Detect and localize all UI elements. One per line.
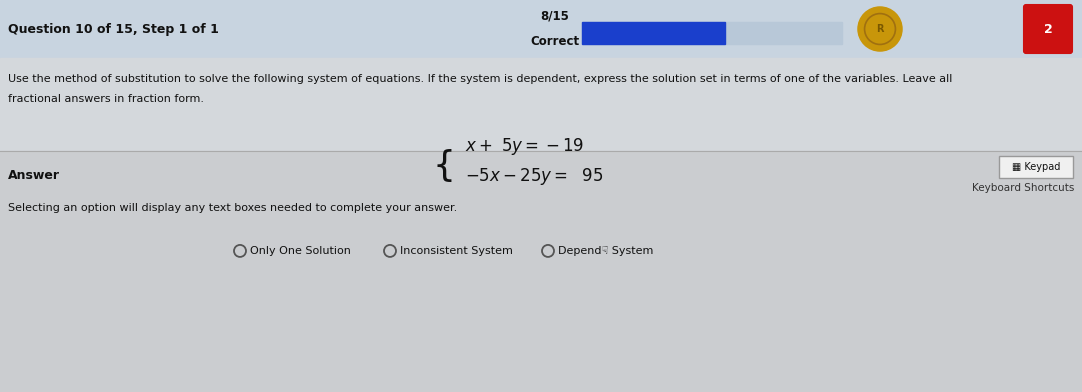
Text: Answer: Answer — [8, 169, 60, 182]
Text: Inconsistent System: Inconsistent System — [400, 246, 513, 256]
FancyBboxPatch shape — [999, 156, 1073, 178]
Text: Keyboard Shortcuts: Keyboard Shortcuts — [972, 183, 1074, 193]
Text: R: R — [876, 24, 884, 34]
Text: $-5x - 25y =\ \ 95$: $-5x - 25y =\ \ 95$ — [465, 165, 604, 187]
Text: Depend☟ System: Depend☟ System — [558, 246, 654, 256]
Text: Only One Solution: Only One Solution — [250, 246, 351, 256]
Text: 2: 2 — [1044, 22, 1053, 36]
Text: Question 10 of 15, Step 1 of 1: Question 10 of 15, Step 1 of 1 — [8, 22, 219, 36]
FancyBboxPatch shape — [1022, 4, 1073, 54]
Text: ▦ Keypad: ▦ Keypad — [1012, 162, 1060, 172]
Bar — [0, 58, 1082, 392]
Bar — [582, 22, 842, 44]
Bar — [0, 151, 1082, 392]
Text: $x+\ 5y = -19$: $x+\ 5y = -19$ — [465, 136, 584, 156]
Text: Correct: Correct — [530, 35, 580, 48]
Text: Use the method of substitution to solve the following system of equations. If th: Use the method of substitution to solve … — [8, 74, 952, 84]
Text: 8/15: 8/15 — [541, 10, 569, 23]
Bar — [582, 22, 725, 44]
Circle shape — [858, 7, 902, 51]
Text: $\{$: $\{$ — [432, 147, 452, 183]
Text: fractional answers in fraction form.: fractional answers in fraction form. — [8, 94, 204, 104]
Text: Selecting an option will display any text boxes needed to complete your answer.: Selecting an option will display any tex… — [8, 203, 458, 213]
Bar — [0, 0, 1082, 58]
